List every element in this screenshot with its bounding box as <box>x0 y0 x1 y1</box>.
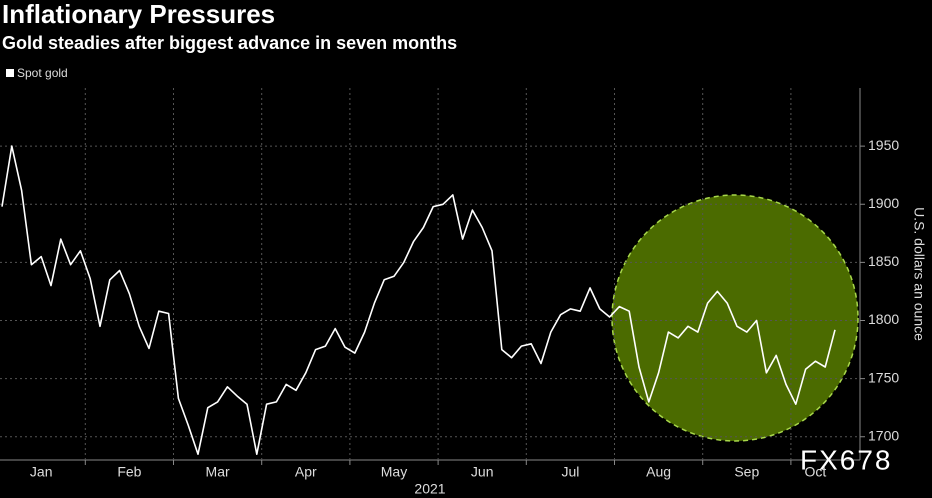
x-tick-label: Mar <box>206 464 230 480</box>
y-tick-label: 1700 <box>868 427 899 443</box>
x-tick-label: Feb <box>117 464 141 480</box>
x-axis-label: 2021 <box>414 481 445 497</box>
y-axis-label: U.S. dollars an ounce <box>911 207 927 341</box>
y-tick-label: 1950 <box>868 137 899 153</box>
x-tick-label: May <box>381 464 407 480</box>
x-tick-label: Jul <box>561 464 579 480</box>
legend-label: Spot gold <box>17 66 68 80</box>
y-tick-label: 1800 <box>868 311 899 327</box>
x-tick-label: Sep <box>734 464 759 480</box>
data-line <box>1 145 836 455</box>
x-tick-label: Aug <box>646 464 671 480</box>
chart-title: Inflationary Pressures <box>2 0 275 29</box>
y-tick-label: 1900 <box>868 195 899 211</box>
y-tick-label: 1850 <box>868 253 899 269</box>
legend-swatch <box>6 69 14 77</box>
chart-subtitle: Gold steadies after biggest advance in s… <box>2 33 457 53</box>
watermark: FX678 <box>800 444 893 475</box>
x-tick-label: Jun <box>471 464 494 480</box>
highlight-circle <box>611 194 859 442</box>
y-tick-label: 1750 <box>868 369 899 385</box>
x-tick-label: Jan <box>30 464 53 480</box>
x-tick-label: Oct <box>805 464 827 480</box>
x-tick-label: Apr <box>295 464 317 480</box>
